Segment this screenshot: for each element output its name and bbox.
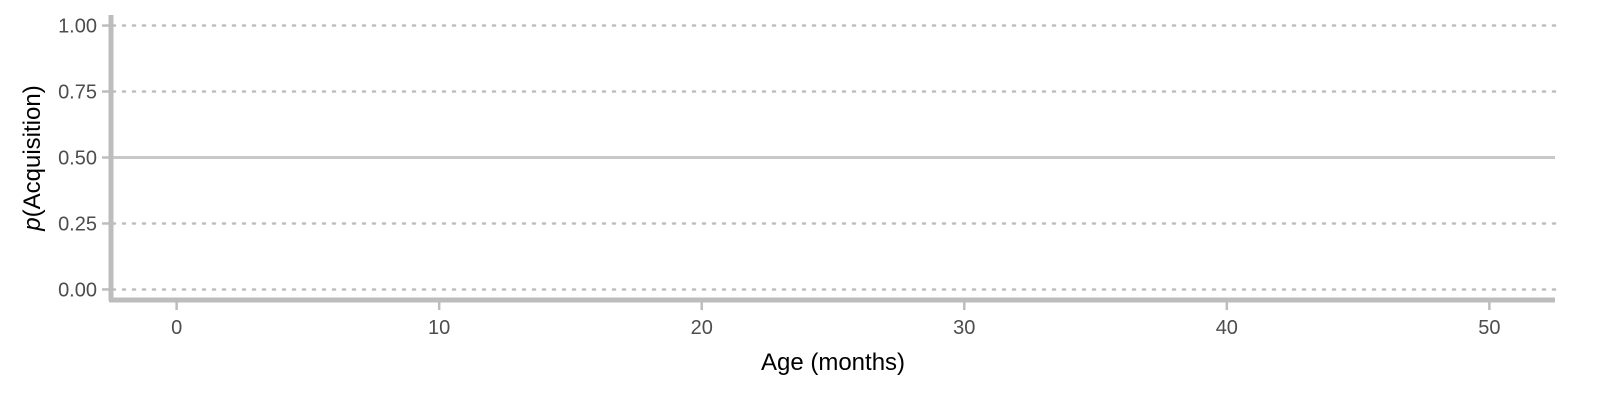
y-tick-label: 0.50 <box>58 148 97 170</box>
tick-layer: 0.00 0.25 0.50 0.75 1.00 0 10 20 30 40 50 <box>58 16 1500 339</box>
grid-layer <box>111 24 1557 291</box>
x-tick-label: 30 <box>953 317 975 339</box>
x-tick-label: 20 <box>691 317 713 339</box>
y-axis-title-italic: p <box>19 217 46 231</box>
x-tick-label: 40 <box>1216 317 1238 339</box>
x-tick-label: 10 <box>428 317 450 339</box>
y-tick-label: 0.25 <box>58 213 97 235</box>
y-tick-label: 0.00 <box>58 279 97 301</box>
axis-layer <box>108 15 1555 303</box>
x-tick-label: 50 <box>1478 317 1500 339</box>
y-axis-title: p(Acquisition) <box>19 85 46 231</box>
x-tick-label: 0 <box>171 317 182 339</box>
y-axis-title-rest: (Acquisition) <box>19 85 46 217</box>
x-axis-title: Age (months) <box>761 349 905 376</box>
y-tick-label: 1.00 <box>58 16 97 38</box>
y-tick-label: 0.75 <box>58 82 97 104</box>
